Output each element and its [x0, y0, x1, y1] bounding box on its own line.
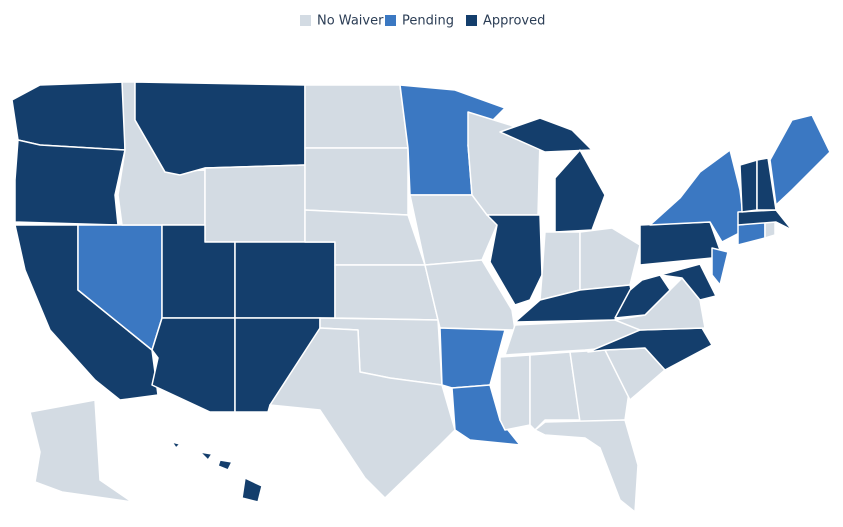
us-map	[11, 81, 831, 513]
region[interactable]	[334, 264, 439, 321]
region[interactable]	[711, 247, 729, 286]
legend-label: No Waiver	[317, 14, 384, 29]
legend-swatch	[385, 15, 396, 26]
region[interactable]	[534, 419, 639, 513]
region[interactable]	[649, 149, 746, 243]
region[interactable]	[204, 164, 306, 243]
region[interactable]	[241, 477, 263, 503]
legend: No Waiver Pending Approved	[300, 14, 545, 29]
region[interactable]	[539, 231, 581, 301]
region[interactable]	[499, 117, 593, 153]
region[interactable]	[217, 459, 233, 471]
legend-swatch	[466, 15, 477, 26]
region[interactable]	[134, 81, 306, 176]
region[interactable]	[234, 241, 336, 319]
region[interactable]	[764, 221, 776, 239]
region[interactable]	[739, 159, 758, 213]
region[interactable]	[29, 399, 133, 503]
region[interactable]	[304, 84, 409, 149]
region[interactable]	[14, 139, 126, 226]
region[interactable]	[151, 317, 236, 413]
region[interactable]	[756, 157, 777, 211]
region[interactable]	[554, 149, 606, 233]
region[interactable]	[579, 227, 641, 291]
region[interactable]	[639, 221, 721, 266]
region[interactable]	[451, 384, 521, 446]
region[interactable]	[304, 147, 409, 216]
region[interactable]	[659, 263, 717, 301]
legend-swatch	[300, 15, 311, 26]
region[interactable]	[439, 327, 506, 389]
legend-label: Approved	[483, 14, 545, 29]
legend-label: Pending	[402, 14, 454, 29]
region[interactable]	[269, 327, 456, 499]
region[interactable]	[171, 441, 181, 449]
region[interactable]	[486, 214, 543, 306]
region[interactable]	[499, 354, 531, 431]
region[interactable]	[199, 451, 213, 461]
region[interactable]	[769, 114, 831, 206]
region[interactable]	[737, 221, 766, 246]
region[interactable]	[11, 81, 126, 151]
